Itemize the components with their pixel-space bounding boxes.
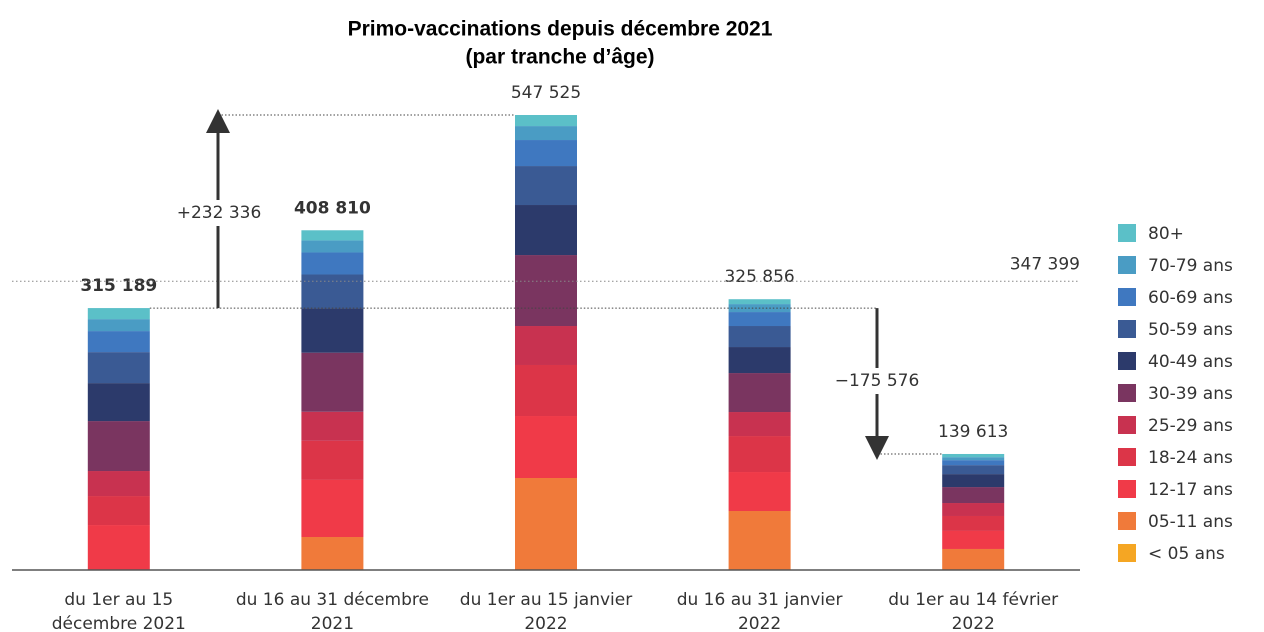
total-label: 139 613 <box>938 422 1008 442</box>
legend-label: 60-69 ans <box>1148 288 1233 308</box>
x-tick-label-line: du 1er au 15 janvier <box>460 590 632 610</box>
bar-segment <box>728 299 791 305</box>
legend-swatch <box>1118 480 1136 498</box>
bar-segment <box>301 308 364 353</box>
bar-segment <box>942 474 1005 488</box>
x-tick-label-line: du 1er au 14 février <box>888 590 1058 610</box>
bar-segment <box>515 364 577 417</box>
bar-segment <box>728 312 791 327</box>
bar-segment <box>728 436 791 473</box>
bar-segment <box>728 472 791 511</box>
legend-label: 50-59 ans <box>1148 320 1233 340</box>
bar-segment <box>515 140 577 167</box>
bar-segment <box>942 548 1005 570</box>
bar-segment <box>515 255 577 327</box>
bar-segment <box>515 478 577 570</box>
bar-segment <box>942 457 1005 461</box>
bar-segment <box>87 308 150 320</box>
bar-segment <box>301 479 364 538</box>
x-tick-label-line: du 16 au 31 janvier <box>677 590 843 610</box>
bar-segment <box>301 230 364 241</box>
x-tick-label-line: décembre 2021 <box>52 614 186 632</box>
legend-swatch <box>1118 448 1136 466</box>
x-tick-label-line: 2022 <box>738 614 781 632</box>
bar-segment <box>728 412 791 437</box>
legend-swatch <box>1118 224 1136 242</box>
bar-segment <box>301 440 364 480</box>
total-label: 325 856 <box>724 267 794 287</box>
bar-segment <box>301 252 364 275</box>
legend-swatch <box>1118 288 1136 306</box>
bar-segment <box>87 352 150 384</box>
legend-swatch <box>1118 320 1136 338</box>
total-label: 547 525 <box>511 83 581 103</box>
bar-segment <box>942 465 1005 475</box>
bar-segment <box>728 510 791 570</box>
label-bg <box>165 200 273 226</box>
legend-label: 12-17 ans <box>1148 480 1233 500</box>
bar-segment <box>728 347 791 374</box>
legend-label: 30-39 ans <box>1148 384 1233 404</box>
total-label: 315 189 <box>80 276 157 296</box>
bar-segment <box>942 530 1005 549</box>
bar-segment <box>515 126 577 141</box>
x-tick-label: du 1er au 15 décembre 2021 <box>52 590 186 632</box>
bar-segment <box>87 421 150 472</box>
x-tick-label: du 1er au 15 janvier 2022 <box>460 590 632 632</box>
bar-segment <box>728 326 791 348</box>
average-label: 347 399 <box>1010 254 1080 274</box>
bar-segment <box>942 515 1005 531</box>
bar-segment <box>942 453 1005 458</box>
bar-segment <box>515 166 577 206</box>
x-tick-label: du 16 au 31 janvier 2022 <box>677 590 843 632</box>
legend-label: 25-29 ans <box>1148 416 1233 436</box>
x-tick-label-line: 2021 <box>311 614 354 632</box>
legend-label: 80+ <box>1148 224 1184 244</box>
chart-title: Primo-vaccinations depuis décembre 2021 <box>348 18 773 41</box>
label-bg <box>822 368 932 394</box>
bar-segment <box>87 471 150 497</box>
bar-segment <box>942 503 1005 516</box>
bar-segment <box>87 319 150 332</box>
annotation: +232 336 <box>177 203 262 223</box>
legend-swatch <box>1118 256 1136 274</box>
bar-segment <box>87 383 150 422</box>
legend-swatch <box>1118 352 1136 370</box>
annotation: −175 576 <box>835 371 920 391</box>
x-tick-label: du 16 au 31 décembre 2021 <box>236 590 429 632</box>
bar-segment <box>87 496 150 526</box>
bar-segment <box>515 416 577 479</box>
x-tick-label-line: du 1er au 15 <box>64 590 173 610</box>
bar-segment <box>728 373 791 413</box>
bar-segment <box>301 537 364 570</box>
legend-label: 70-79 ans <box>1148 256 1233 276</box>
x-tick-label: du 1er au 14 février 2022 <box>888 590 1058 632</box>
legend-label: < 05 ans <box>1148 544 1225 564</box>
bar-segment <box>515 205 577 256</box>
legend-swatch <box>1118 416 1136 434</box>
total-label: 408 810 <box>294 198 371 218</box>
bar-segment <box>515 115 577 127</box>
bar-segment <box>301 274 364 309</box>
chart-subtitle: (par tranche d’âge) <box>465 46 654 69</box>
legend-swatch <box>1118 384 1136 402</box>
legend-label: 18-24 ans <box>1148 448 1233 468</box>
legend-swatch <box>1118 544 1136 562</box>
bar-segment <box>87 525 150 570</box>
bar-segment <box>301 352 364 412</box>
bar-segment <box>87 331 150 353</box>
bar-segment <box>942 487 1005 504</box>
x-tick-label-line: 2022 <box>524 614 567 632</box>
bar-segment <box>301 240 364 253</box>
legend-label: 40-49 ans <box>1148 352 1233 372</box>
x-tick-label-line: du 16 au 31 décembre <box>236 590 429 610</box>
legend-label: 05-11 ans <box>1148 512 1233 532</box>
bar-segment <box>942 460 1005 466</box>
bar-segment <box>301 411 364 441</box>
x-tick-label-line: 2022 <box>952 614 995 632</box>
bar-segment <box>515 326 577 365</box>
legend-swatch <box>1118 512 1136 530</box>
